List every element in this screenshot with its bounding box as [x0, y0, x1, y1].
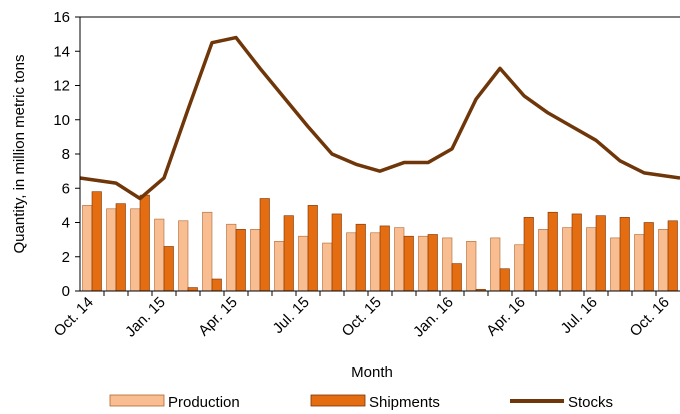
- axes: 0 2 4 6 8 10 12 14 16 Oct. 14 Jan. 15 Apr. 15 Jul. 1…: [51, 9, 680, 341]
- legend-label-production: Production: [168, 394, 240, 411]
- stocks-line: [79, 35, 680, 201]
- production-bar: [106, 208, 117, 292]
- shipments-bar: [259, 198, 270, 292]
- shipments-bar: [403, 235, 414, 292]
- production-bar: [346, 232, 357, 292]
- legend-label-stocks: Stocks: [568, 394, 613, 411]
- plot-area: [79, 35, 680, 292]
- shipments-bar: [499, 268, 510, 292]
- production-bar: [538, 229, 549, 292]
- shipments-bar: [667, 220, 678, 292]
- shipments-bar: [355, 223, 366, 292]
- production-bar: [322, 242, 333, 292]
- y-tick-label: 0: [62, 283, 70, 300]
- y-tick-label: 14: [53, 43, 70, 60]
- production-bar: [610, 237, 621, 292]
- x-tick-label: Jan. 15: [122, 294, 169, 341]
- y-tick-label: 16: [53, 9, 70, 26]
- shipments-bar: [307, 205, 318, 292]
- x-tick-label: Jul. 16: [558, 294, 601, 337]
- legend-swatch-production: [109, 394, 165, 407]
- production-bar: [394, 227, 405, 292]
- x-tick-label: Oct. 14: [51, 294, 97, 340]
- shipments-bar: [163, 246, 174, 292]
- shipments-bar: [139, 194, 150, 292]
- shipments-bar: [115, 203, 126, 292]
- shipments-bar: [547, 211, 558, 292]
- legend-label-shipments: Shipments: [369, 394, 440, 411]
- y-tick-label: 4: [62, 215, 70, 232]
- legend: Production Shipments Stocks: [109, 394, 613, 411]
- production-bar: [130, 208, 141, 292]
- shipments-bar: [331, 213, 342, 292]
- x-axis-title: Month: [351, 364, 393, 381]
- shipments-bar: [379, 225, 390, 292]
- y-tick-label: 2: [62, 249, 70, 266]
- y-axis-title: Quantity, in million metric tons: [11, 55, 28, 254]
- shipments-bar: [427, 234, 438, 292]
- production-bar: [274, 241, 285, 292]
- x-tick-label: Apr. 16: [483, 294, 529, 340]
- production-bar: [586, 227, 597, 292]
- production-bar: [202, 211, 213, 292]
- x-tick-label: Oct. 16: [627, 294, 673, 340]
- y-tick-label: 10: [53, 112, 70, 129]
- x-tick-label: Jul. 15: [270, 294, 313, 337]
- production-bar: [442, 237, 453, 292]
- y-tick-label: 6: [62, 180, 70, 197]
- production-bar: [658, 229, 669, 292]
- shipments-bar: [523, 217, 534, 292]
- shipments-bar: [643, 222, 654, 292]
- production-bar: [370, 232, 381, 292]
- production-bar: [466, 241, 477, 292]
- shipments-bar: [451, 263, 462, 292]
- production-bar: [490, 237, 501, 292]
- shipments-bar: [619, 217, 630, 292]
- shipments-bar: [283, 215, 294, 292]
- production-bar: [178, 220, 189, 292]
- production-bar: [226, 223, 237, 292]
- shipments-bar: [211, 278, 222, 292]
- production-bar: [250, 229, 261, 292]
- x-tick-label: Oct. 15: [339, 294, 385, 340]
- x-tick-label: Apr. 15: [195, 294, 241, 340]
- shipments-bar: [91, 191, 102, 292]
- production-bar: [298, 235, 309, 292]
- legend-swatch-shipments: [310, 394, 366, 407]
- production-bar: [418, 235, 429, 292]
- shipments-bar: [595, 215, 606, 292]
- production-bar: [514, 244, 525, 292]
- shipments-bar: [235, 229, 246, 292]
- production-bar: [154, 218, 165, 292]
- shipments-bar: [571, 213, 582, 292]
- y-tick-label: 12: [53, 78, 70, 95]
- shipments-bar: [187, 287, 198, 292]
- x-tick-label: Jan. 16: [410, 294, 457, 341]
- production-bar: [82, 205, 93, 292]
- production-bar: [562, 227, 573, 292]
- production-bar: [634, 234, 645, 292]
- y-tick-label: 8: [62, 146, 70, 163]
